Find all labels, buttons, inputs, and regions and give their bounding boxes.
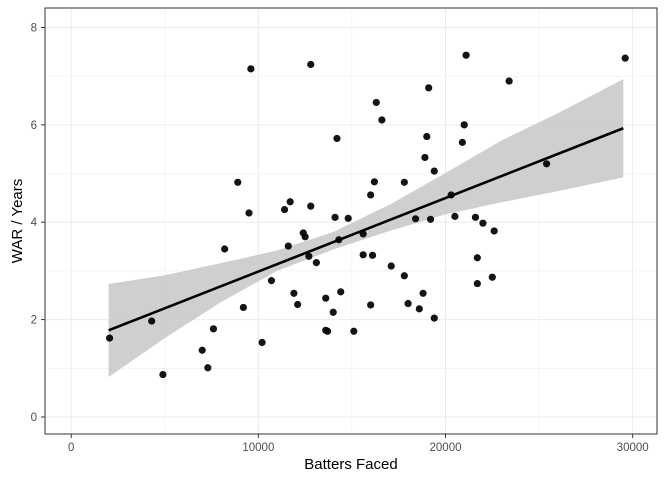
y-tick-label: 4 <box>31 217 38 229</box>
data-point <box>387 262 395 270</box>
data-point <box>284 242 292 250</box>
data-point <box>473 279 481 288</box>
trend-line <box>108 127 624 332</box>
data-point <box>305 252 313 260</box>
data-point <box>301 233 309 241</box>
data-point <box>404 299 412 308</box>
data-point <box>370 178 378 186</box>
data-point <box>451 212 459 220</box>
data-point <box>411 215 420 223</box>
x-axis-label: Batters Faced <box>304 456 397 473</box>
data-point <box>372 98 380 107</box>
data-point <box>322 294 330 302</box>
data-point <box>337 288 345 296</box>
axes: 0 10000 20000 30000 0 2 4 6 8 <box>31 22 649 454</box>
data-point <box>324 327 332 335</box>
data-point <box>490 227 498 235</box>
data-point <box>245 209 253 217</box>
x-tick-label: 10000 <box>242 442 274 454</box>
data-point <box>415 305 423 313</box>
data-point <box>159 371 167 379</box>
data-point <box>209 325 218 333</box>
data-point <box>423 132 431 141</box>
data-point <box>462 51 470 59</box>
data-point <box>312 259 320 267</box>
data-point <box>378 116 386 124</box>
data-point <box>488 273 496 281</box>
data-point <box>198 346 206 354</box>
y-tick-label: 2 <box>31 315 37 327</box>
y-axis-label: WAR / Years <box>9 179 26 263</box>
data-point <box>505 77 513 85</box>
data-point <box>307 60 315 69</box>
data-point <box>286 198 294 206</box>
data-point <box>280 205 289 214</box>
data-point <box>258 338 266 347</box>
data-point <box>204 364 212 372</box>
data-point <box>239 303 247 312</box>
data-point <box>400 178 408 186</box>
data-point <box>344 214 352 222</box>
data-point <box>621 54 629 62</box>
data-point <box>542 160 551 168</box>
x-tick-label: 20000 <box>430 442 462 454</box>
data-point <box>267 277 276 285</box>
data-point <box>430 314 438 322</box>
data-point <box>294 300 302 309</box>
x-tick-label: 30000 <box>617 442 649 454</box>
data-point <box>307 202 315 210</box>
panel-border <box>44 7 658 435</box>
data-point <box>329 308 337 316</box>
data-point <box>359 251 367 259</box>
data-point <box>247 65 255 73</box>
data-point <box>331 213 339 221</box>
data-point <box>447 191 455 199</box>
data-point <box>333 134 341 143</box>
data-point <box>148 317 156 325</box>
data-point <box>335 236 343 244</box>
points-group <box>105 51 629 379</box>
data-point <box>367 301 375 309</box>
data-point <box>234 178 242 186</box>
data-point <box>290 289 298 297</box>
data-point <box>426 215 435 223</box>
x-tick-label: 0 <box>68 442 74 454</box>
data-point <box>419 289 427 297</box>
data-point <box>479 219 487 227</box>
data-point <box>460 121 468 129</box>
trend-line-group <box>108 127 624 332</box>
data-point <box>350 327 358 335</box>
data-point <box>400 272 408 280</box>
data-point <box>368 251 377 259</box>
y-tick-label: 8 <box>31 22 37 34</box>
data-point <box>421 153 429 162</box>
data-point <box>425 84 433 92</box>
grid <box>45 8 657 434</box>
y-tick-label: 0 <box>31 412 37 424</box>
data-point <box>430 167 438 175</box>
data-point <box>367 191 375 199</box>
data-point <box>471 213 480 221</box>
y-tick-label: 6 <box>31 120 37 132</box>
data-point <box>359 230 367 238</box>
data-point <box>473 254 481 262</box>
data-point <box>458 138 466 146</box>
data-point <box>221 245 229 253</box>
data-point <box>105 334 114 342</box>
